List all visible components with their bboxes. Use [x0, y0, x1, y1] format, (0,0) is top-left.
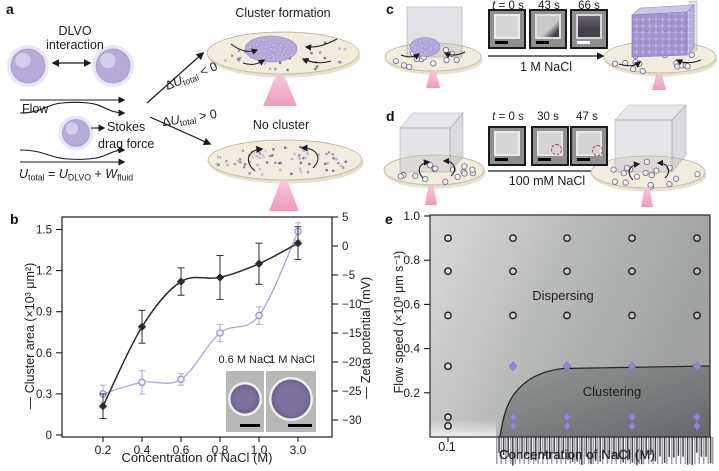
panel-b-chart: 0 0.3 0.6 0.9 1.2 1.5 5 0 −5 −10 −15 −20 −25 −30 0.2 0.… — [36, 212, 362, 457]
dispersing-region-label: Dispersing — [532, 288, 594, 303]
b-x-axis-label: Concentration of NaCl (M) — [121, 450, 273, 465]
inset-micrograph-1 — [226, 371, 264, 432]
micrograph-frame — [529, 9, 567, 49]
svg-text:0.6: 0.6 — [173, 443, 190, 457]
svg-text:0: 0 — [342, 241, 348, 253]
svg-text:0.6: 0.6 — [403, 297, 420, 311]
svg-text:−5: −5 — [342, 270, 355, 282]
timestamp-d-3: 47 s — [576, 111, 598, 123]
energy-equation: Utotal = UDLVO + Wfluid — [19, 167, 134, 183]
drag-force-label: drag force — [98, 137, 155, 151]
e-x-tick-label: 0.1 — [438, 440, 456, 454]
svg-text:1.0: 1.0 — [403, 210, 420, 223]
b-left-axis-label: — Cluster area (×10³ μm²) — [22, 262, 37, 410]
timestamp-d-1: t = 0 s — [492, 111, 524, 123]
svg-text:−20: −20 — [342, 357, 362, 369]
svg-text:5: 5 — [342, 212, 348, 224]
svg-text:0.6: 0.6 — [36, 348, 52, 360]
no-cluster-label: No cluster — [252, 118, 310, 132]
svg-text:0.8: 0.8 — [403, 253, 420, 267]
timestamp-d-2: 30 s — [537, 111, 559, 123]
b-right-axis-label: — Zeta potential (mV) — [358, 276, 373, 400]
svg-text:0.4: 0.4 — [134, 443, 151, 457]
panel-c-d-graphic — [383, 0, 718, 207]
dlvo-interaction-label: DLVO interaction — [46, 24, 104, 53]
salt-label-c: 1 M NaCl — [519, 60, 573, 74]
svg-text:1.5: 1.5 — [36, 225, 52, 237]
micrograph-frame — [488, 126, 526, 166]
inset-micrograph-2 — [266, 371, 316, 432]
inset-label-2: 1 M NaCl — [269, 354, 315, 366]
panel-c-label: c — [386, 1, 394, 17]
svg-text:0.9: 0.9 — [36, 307, 52, 319]
micrograph-frame — [570, 126, 608, 166]
svg-text:−25: −25 — [342, 386, 362, 398]
cluster-formation-label: Cluster formation — [235, 6, 331, 20]
svg-text:1.2: 1.2 — [36, 266, 52, 278]
svg-text:−30: −30 — [342, 415, 362, 427]
panel-d-label: d — [386, 108, 395, 124]
svg-text:0.8: 0.8 — [212, 443, 229, 457]
salt-label-d: 100 mM NaCl — [508, 174, 586, 188]
inset-label-1: 0.6 M NaCl — [218, 354, 274, 366]
panel-a-label: a — [6, 1, 14, 17]
svg-text:1.0: 1.0 — [251, 443, 268, 457]
stokes-label: Stokes — [107, 120, 146, 134]
panel-a-graphic — [7, 31, 364, 211]
micrograph-frame — [488, 9, 526, 49]
svg-text:0: 0 — [46, 430, 52, 442]
svg-text:0.2: 0.2 — [403, 386, 420, 400]
micrograph-frame — [531, 126, 569, 166]
svg-text:3.0: 3.0 — [290, 443, 307, 457]
panel-e-label: e — [385, 211, 393, 227]
flow-label: Flow — [22, 102, 49, 116]
svg-text:0.3: 0.3 — [36, 389, 52, 401]
svg-text:0.4: 0.4 — [403, 342, 420, 356]
e-y-axis-label: Flow speed (×10³ μm s⁻¹) — [391, 250, 406, 394]
svg-text:−10: −10 — [342, 299, 362, 311]
clustering-region-label: Clustering — [582, 384, 642, 399]
svg-text:0.2: 0.2 — [95, 443, 112, 457]
svg-text:−15: −15 — [342, 328, 362, 340]
micrograph-frame — [570, 9, 608, 49]
panel-e-chart: 1.0 0.8 0.6 0.4 0.2 — [403, 210, 712, 466]
e-x-axis-label: Concentration of NaCl (M) — [499, 447, 655, 462]
panel-b-label: b — [10, 211, 19, 227]
